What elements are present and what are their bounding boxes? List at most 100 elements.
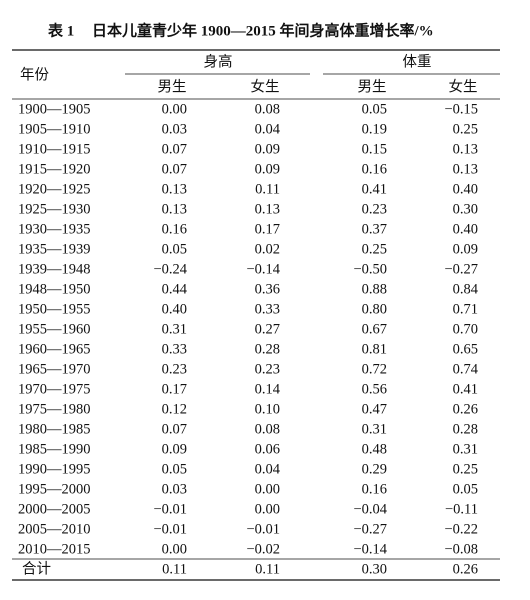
header-group: 体重 [403,53,432,70]
cell: 0.07 [162,161,187,177]
total-label: 合计 [22,560,51,577]
row-label: 1965—1970 [18,361,91,377]
header-sub: 女生 [251,77,280,95]
cell: 0.81 [362,341,387,357]
cell: 0.13 [453,161,478,177]
row-label: 1905—1910 [18,121,91,137]
cell: 0.67 [362,321,387,337]
cell: 0.17 [255,221,280,237]
row-label: 1948—1950 [18,281,91,297]
row-label: 1939—1948 [18,261,91,277]
cell: −0.02 [246,541,280,557]
cell: 0.08 [255,421,280,437]
row-label: 1955—1960 [18,321,91,337]
cell: 0.65 [453,341,478,357]
row-label: 1980—1985 [18,421,91,437]
row-label: 1995—2000 [18,481,91,497]
cell: 0.11 [255,561,280,577]
cell: 0.80 [362,301,387,317]
cell: 0.25 [362,241,387,257]
cell: −0.08 [444,541,478,557]
cell: 0.09 [162,441,187,457]
cell: 0.40 [162,301,187,317]
cell: 0.44 [162,281,188,297]
cell: 0.10 [255,401,280,417]
cell: 0.26 [453,401,478,417]
cell: 0.26 [453,561,478,577]
row-label: 1985—1990 [18,441,91,457]
cell: 0.11 [162,561,187,577]
cell: −0.27 [353,521,387,537]
caption-label: 表 1 [48,21,74,39]
cell: 0.16 [362,481,387,497]
cell: −0.50 [353,261,387,277]
cell: 0.03 [162,121,187,137]
row-label: 1900—1905 [18,101,91,117]
row-label: 2010—2015 [18,541,91,557]
cell: 0.04 [255,121,281,137]
cell: 0.19 [362,121,387,137]
cell: −0.01 [246,521,280,537]
cell: 0.36 [255,281,280,297]
row-label: 1915—1920 [18,161,91,177]
cell: −0.15 [444,101,478,117]
cell: 0.28 [255,341,280,357]
row-label: 1960—1965 [18,341,91,357]
cell: 0.47 [362,401,387,417]
cell: 0.23 [362,201,387,217]
cell: 0.05 [162,461,187,477]
cell: 0.04 [255,461,281,477]
cell: 0.16 [162,221,187,237]
cell: 0.33 [162,341,187,357]
cell: 0.40 [453,181,478,197]
row-label: 1925—1930 [18,201,91,217]
cell: 0.05 [453,481,478,497]
cell: 0.09 [255,141,280,157]
cell: 0.13 [453,141,478,157]
cell: −0.24 [153,261,187,277]
header-group: 身高 [204,53,233,70]
cell: 0.16 [362,161,387,177]
caption-title: 日本儿童青少年 1900—2015 年间身高体重增长率/% [92,21,434,39]
cell: −0.11 [445,501,478,517]
row-label: 1935—1939 [18,241,91,257]
cell: 0.40 [453,221,478,237]
cell: −0.04 [353,501,387,517]
cell: 0.09 [453,241,478,257]
cell: 0.02 [255,241,280,257]
cell: 0.00 [162,101,187,117]
cell: −0.01 [153,521,187,537]
cell: 0.56 [362,381,387,397]
cell: 0.05 [362,101,387,117]
header-sub: 男生 [158,78,187,95]
cell: 0.71 [453,301,478,317]
cell: 0.11 [255,181,280,197]
cell: 0.23 [255,361,280,377]
cell: 0.88 [362,281,387,297]
cell: 0.74 [453,361,479,377]
row-label: 2000—2005 [18,501,91,517]
row-label: 1920—1925 [18,181,91,197]
cell: 0.37 [362,221,387,237]
cell: 0.06 [255,441,280,457]
cell: −0.14 [246,261,280,277]
cell: 0.30 [453,201,478,217]
cell: 0.13 [162,201,187,217]
cell: 0.03 [162,481,187,497]
cell: 0.25 [453,461,478,477]
cell: 0.00 [255,481,280,497]
cell: 0.09 [255,161,280,177]
cell: −0.22 [444,521,478,537]
cell: 0.48 [362,441,387,457]
row-label: 1990—1995 [18,461,91,477]
header-sub: 男生 [358,78,387,95]
cell: 0.05 [162,241,187,257]
row-label: 1975—1980 [18,401,91,417]
cell: 0.23 [162,361,187,377]
cell: 0.84 [453,281,479,297]
cell: 0.08 [255,101,280,117]
row-label: 2005—2010 [18,521,91,537]
cell: 0.41 [362,181,387,197]
cell: 0.31 [162,321,187,337]
cell: 0.13 [162,181,187,197]
